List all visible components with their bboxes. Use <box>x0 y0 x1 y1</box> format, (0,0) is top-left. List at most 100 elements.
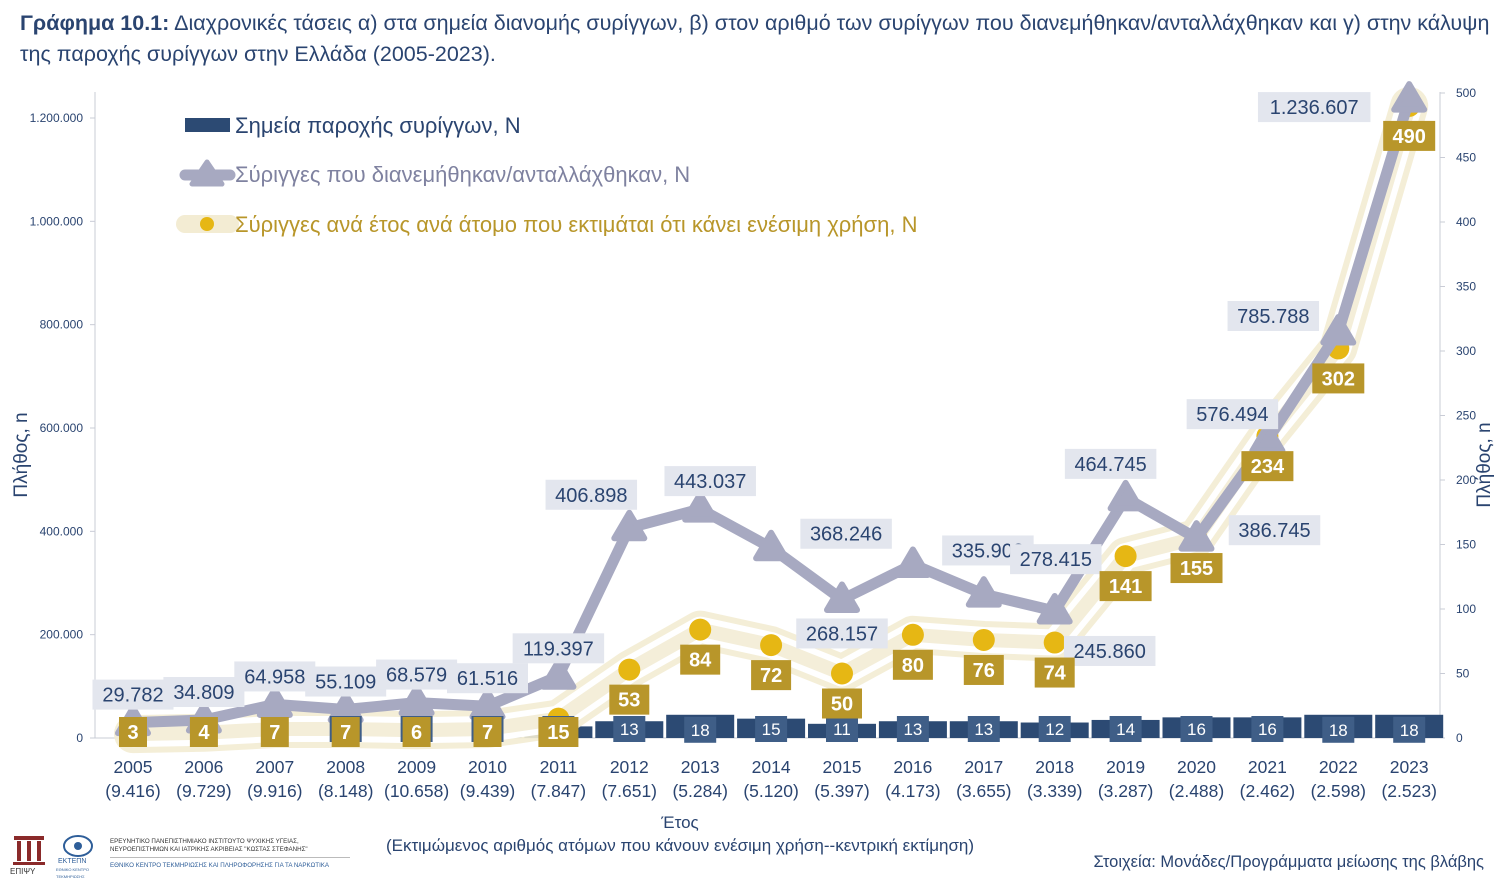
x-tick-sublabel: (5.120) <box>743 781 798 801</box>
coverage-label-box <box>402 717 431 747</box>
bar-label-box <box>1322 716 1355 743</box>
syringes-label: 785.788 <box>1237 306 1309 328</box>
syringes-label: 368.246 <box>810 524 882 546</box>
syringes-label: 245.860 <box>1074 641 1146 663</box>
coverage-dot <box>972 628 995 651</box>
x-tick-sublabel: (2.523) <box>1381 781 1436 801</box>
bar-label-box <box>1038 716 1071 742</box>
syringes-layer <box>115 81 1428 737</box>
bar-label: 16 <box>1187 720 1206 739</box>
syringes-marker <box>1391 81 1428 113</box>
syringes-marker <box>1320 314 1357 346</box>
coverage-label: 7 <box>269 722 280 744</box>
legend-dot-swatch <box>200 217 214 231</box>
syringes-label-box <box>664 466 756 497</box>
x-tick-sublabel: (5.397) <box>814 781 869 801</box>
syringes-label: 34.809 <box>173 682 234 704</box>
x-tick-label: 2022 <box>1319 757 1358 777</box>
x-tick-label: 2012 <box>610 757 649 777</box>
syringes-label: 68.579 <box>386 665 447 687</box>
bar-label-box <box>1251 716 1284 742</box>
x-tick-sublabel: (2.488) <box>1169 781 1224 801</box>
bar-label-box <box>684 716 717 743</box>
syringes-label: 29.782 <box>102 685 163 707</box>
legend-line-text: Σύριγγες που διανεμήθηκαν/ανταλλάχθηκαν,… <box>235 162 690 187</box>
syringes-label: 61.516 <box>457 668 518 690</box>
x-tick-label: 2007 <box>255 757 294 777</box>
bar-label-box <box>755 716 788 742</box>
syringes-label: 443.037 <box>674 471 746 493</box>
logos-area: ΕΠΙΨΥ ΕΚΤΕΠΝ ΕΘΝΙΚΟ ΚΕΝΤΡΟ ΤΕΚΜΗΡΙΩΣΗΣ Ε… <box>6 830 366 879</box>
x-tick-sublabel: (7.651) <box>602 781 657 801</box>
coverage-label: 72 <box>760 665 782 687</box>
bar-label: 14 <box>1116 720 1135 739</box>
coverage-label-box <box>609 684 650 715</box>
bar-label: 15 <box>762 720 781 739</box>
coverage-label: 15 <box>547 722 569 744</box>
syringes-marker <box>469 688 506 720</box>
y-right-tick-label: 250 <box>1456 409 1476 423</box>
syringes-label: 386.745 <box>1238 520 1310 542</box>
coverage-label: 3 <box>127 722 138 744</box>
coverage-label-box <box>963 654 1004 685</box>
y-right-tick-label: 200 <box>1456 473 1476 487</box>
syringes-label: 55.109 <box>315 672 376 694</box>
coverage-label-box <box>1383 120 1436 151</box>
coverage-label-box <box>1099 571 1152 602</box>
syringes-label-box <box>1063 635 1156 666</box>
coverage-label-box <box>892 649 933 680</box>
coverage-label-box <box>822 688 862 719</box>
y-left-tick-label: 1.200.000 <box>30 111 84 125</box>
org-divider <box>110 857 350 858</box>
coverage-dot <box>901 623 924 646</box>
y-right-tick-label: 500 <box>1456 86 1476 100</box>
syringes-marker <box>1036 592 1073 625</box>
syringes-label: 576.494 <box>1196 404 1268 426</box>
x-tick-sublabel: (3.655) <box>956 781 1011 801</box>
syringes-label-box <box>545 479 638 510</box>
syringes-marker <box>1249 422 1286 454</box>
x-tick-label: 2005 <box>114 757 153 777</box>
y-right-tick-label: 100 <box>1456 602 1476 616</box>
coverage-dot <box>1114 545 1137 568</box>
y-left-tick-label: 1.000.000 <box>30 214 84 228</box>
x-tick-label: 2023 <box>1390 757 1429 777</box>
bar-label: 16 <box>1258 720 1277 739</box>
y-axis-right-title: Πλήθος, n <box>1474 422 1495 507</box>
syringes-label: 278.415 <box>1020 549 1092 571</box>
coverage-label-box <box>751 660 792 691</box>
y-left-tick-label: 0 <box>76 731 83 745</box>
syringes-label: 464.745 <box>1074 454 1146 476</box>
syringes-label: 64.958 <box>244 666 305 688</box>
syringes-marker <box>611 509 648 542</box>
coverage-label: 53 <box>618 690 640 712</box>
coverage-label: 234 <box>1251 456 1285 478</box>
bar-label: 18 <box>1329 721 1348 740</box>
coverage-label-box <box>1170 553 1223 584</box>
bar-label: 12 <box>1045 720 1064 739</box>
y-left-tick-label: 200.000 <box>40 628 84 642</box>
x-tick-label: 2020 <box>1177 757 1216 777</box>
syringes-label-box <box>92 679 174 710</box>
bar-label-box <box>967 716 1000 742</box>
x-tick-label: 2011 <box>540 757 578 777</box>
coverage-label-box <box>1034 657 1075 688</box>
syringes-marker <box>256 686 293 718</box>
syringes-label-box <box>1228 515 1321 546</box>
syringes-label-box <box>447 663 528 694</box>
syringes-label-box <box>512 633 605 664</box>
coverage-label: 84 <box>689 650 712 672</box>
bar-label: 18 <box>1400 721 1419 740</box>
coverage-label: 76 <box>973 660 995 682</box>
coverage-label: 80 <box>902 655 924 677</box>
x-tick-label: 2016 <box>893 757 932 777</box>
bar-label: 13 <box>903 720 922 739</box>
coverage-label-box <box>473 717 502 747</box>
coverage-dot <box>760 634 783 657</box>
coverage-label: 302 <box>1322 368 1355 390</box>
y-left-tick-label: 400.000 <box>40 524 84 538</box>
y-axis-left-title: Πλήθος, n <box>11 412 32 497</box>
org-line-3: ΕΘΝΙΚΟ ΚΕΝΤΡΟ ΤΕΚΜΗΡΙΩΣΗΣ ΚΑΙ ΠΛΗΡΟΦΟΡΗΣ… <box>110 862 330 869</box>
bar-label: 13 <box>974 720 993 739</box>
coverage-dot <box>689 618 712 641</box>
